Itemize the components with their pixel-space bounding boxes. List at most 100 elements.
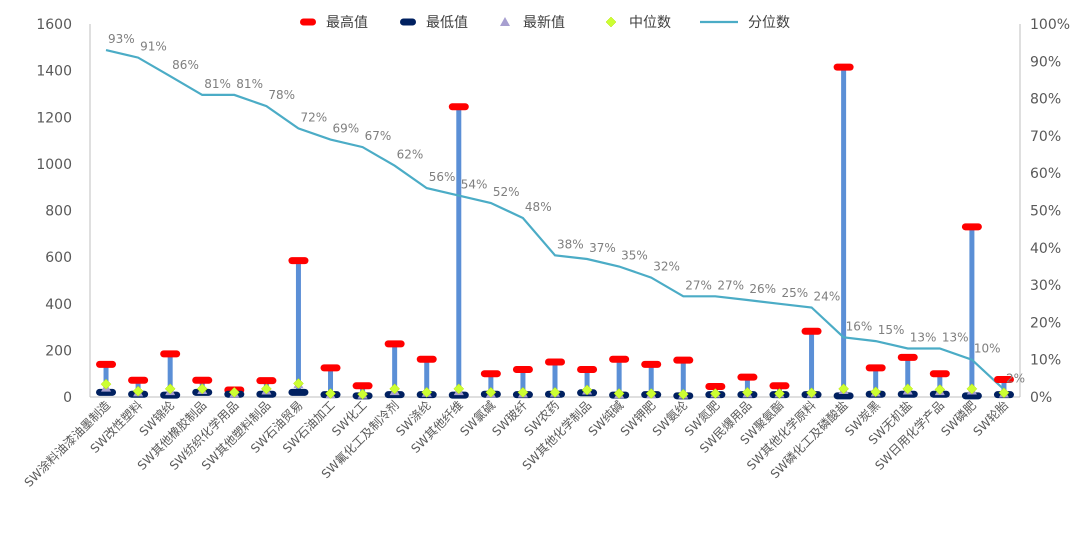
y2-tick-label: 50% bbox=[1030, 204, 1061, 220]
percentile-label: 56% bbox=[429, 170, 456, 184]
percentile-label: 78% bbox=[268, 88, 295, 102]
y2-tick-label: 20% bbox=[1030, 315, 1061, 331]
max-marker bbox=[577, 365, 598, 373]
percentile-label: 86% bbox=[172, 58, 199, 72]
percentile-label: 48% bbox=[525, 200, 552, 214]
max-marker bbox=[96, 360, 117, 368]
median-marker bbox=[742, 386, 753, 398]
median-marker bbox=[325, 388, 336, 399]
max-marker bbox=[705, 383, 726, 391]
y-tick-label: 1600 bbox=[36, 17, 72, 33]
category-labels: SW涂料油漆油墨制造SW改性塑料SW锦纶SW其他橡胶制品SW纺织化学用品SW其他… bbox=[21, 398, 1011, 490]
percentile-label: 62% bbox=[397, 148, 424, 162]
min-marker bbox=[961, 392, 982, 400]
median-marker bbox=[709, 388, 721, 399]
category-label: SW轮胎 bbox=[970, 398, 1011, 439]
percentile-label: 32% bbox=[653, 260, 680, 274]
y2-tick-label: 0% bbox=[1030, 390, 1052, 406]
min-marker bbox=[833, 392, 854, 400]
median-marker bbox=[677, 388, 689, 400]
max-marker bbox=[512, 365, 533, 373]
median-marker bbox=[806, 387, 817, 399]
max-marker bbox=[160, 350, 181, 358]
y2-tick-label: 100% bbox=[1030, 17, 1070, 33]
y-tick-label: 400 bbox=[45, 297, 72, 313]
legend-median-swatch bbox=[605, 16, 617, 28]
max-marker bbox=[288, 257, 309, 265]
median-marker bbox=[934, 384, 946, 395]
y-tick-label: 1200 bbox=[36, 110, 72, 126]
y2-axis-ticks: 0% 10% 20% 30% 40% 50% 60% 70% 80% 90% 100% bbox=[1030, 17, 1070, 406]
median-marker bbox=[261, 383, 272, 395]
y-tick-label: 1400 bbox=[36, 64, 72, 80]
percentile-label: 37% bbox=[589, 241, 616, 255]
percentile-label: 25% bbox=[781, 286, 808, 300]
percentile-label: 67% bbox=[365, 129, 392, 143]
max-marker bbox=[865, 364, 886, 372]
y2-tick-label: 10% bbox=[1030, 353, 1061, 369]
max-marker bbox=[673, 356, 694, 364]
max-marker bbox=[320, 364, 341, 372]
y-tick-label: 600 bbox=[45, 250, 72, 266]
legend-max-swatch bbox=[300, 18, 316, 26]
median-marker bbox=[613, 388, 625, 399]
y-tick-label: 1000 bbox=[36, 157, 72, 173]
max-marker bbox=[448, 103, 469, 111]
percentile-label: 72% bbox=[300, 110, 327, 124]
min-marker bbox=[96, 388, 117, 396]
percentile-label: 2% bbox=[1006, 372, 1025, 386]
median-marker bbox=[132, 385, 144, 397]
percentile-label: 16% bbox=[846, 319, 873, 333]
median-marker bbox=[293, 378, 304, 389]
median-marker bbox=[421, 386, 433, 398]
percentile-label: 93% bbox=[108, 32, 135, 46]
median-marker bbox=[389, 383, 401, 395]
max-marker bbox=[545, 358, 565, 366]
max-marker bbox=[480, 370, 501, 378]
legend-latest-swatch bbox=[500, 17, 510, 26]
max-marker bbox=[929, 370, 950, 378]
median-marker bbox=[453, 383, 465, 395]
max-marker bbox=[609, 355, 630, 363]
median-marker bbox=[485, 386, 497, 398]
y-tick-label: 800 bbox=[45, 204, 72, 220]
median-marker bbox=[228, 386, 240, 398]
percentile-label: 27% bbox=[717, 278, 744, 292]
marker-layer bbox=[96, 63, 1014, 400]
percentile-label: 81% bbox=[236, 77, 263, 91]
median-marker bbox=[838, 383, 849, 395]
min-marker bbox=[288, 388, 309, 396]
max-marker bbox=[384, 340, 405, 348]
percentile-label: 13% bbox=[942, 331, 969, 345]
max-marker bbox=[833, 63, 854, 71]
max-marker bbox=[961, 223, 982, 231]
max-marker bbox=[993, 376, 1014, 384]
median-marker bbox=[902, 383, 914, 395]
y-tick-label: 200 bbox=[45, 343, 72, 359]
median-marker bbox=[164, 383, 176, 395]
y2-tick-label: 90% bbox=[1030, 54, 1061, 70]
max-marker bbox=[256, 377, 277, 385]
percentile-line-layer bbox=[105, 49, 1005, 391]
median-marker bbox=[549, 386, 561, 398]
median-marker bbox=[774, 388, 785, 399]
legend-min-swatch bbox=[400, 18, 416, 26]
percentile-label: 81% bbox=[204, 77, 231, 91]
max-marker bbox=[192, 376, 213, 384]
y2-tick-label: 60% bbox=[1030, 166, 1061, 182]
percentile-label: 26% bbox=[749, 282, 776, 296]
percentile-label: 10% bbox=[974, 342, 1001, 356]
median-marker bbox=[357, 388, 368, 400]
max-marker bbox=[769, 382, 790, 390]
median-marker bbox=[517, 386, 529, 398]
legend-percentile-label: 分位数 bbox=[748, 15, 790, 31]
percentile-label: 15% bbox=[878, 323, 905, 337]
percentile-labels: 93% 91% 86% 81% 81% 78% 72% 69% 67% 62% 56% 54% 52% 4… bbox=[108, 32, 1025, 385]
percentile-label: 52% bbox=[493, 185, 520, 199]
max-marker bbox=[737, 373, 758, 381]
percentile-label: 13% bbox=[910, 331, 937, 345]
percentile-label: 69% bbox=[333, 122, 360, 136]
percentile-label: 91% bbox=[140, 40, 167, 54]
legend-max-label: 最高值 bbox=[326, 14, 368, 31]
